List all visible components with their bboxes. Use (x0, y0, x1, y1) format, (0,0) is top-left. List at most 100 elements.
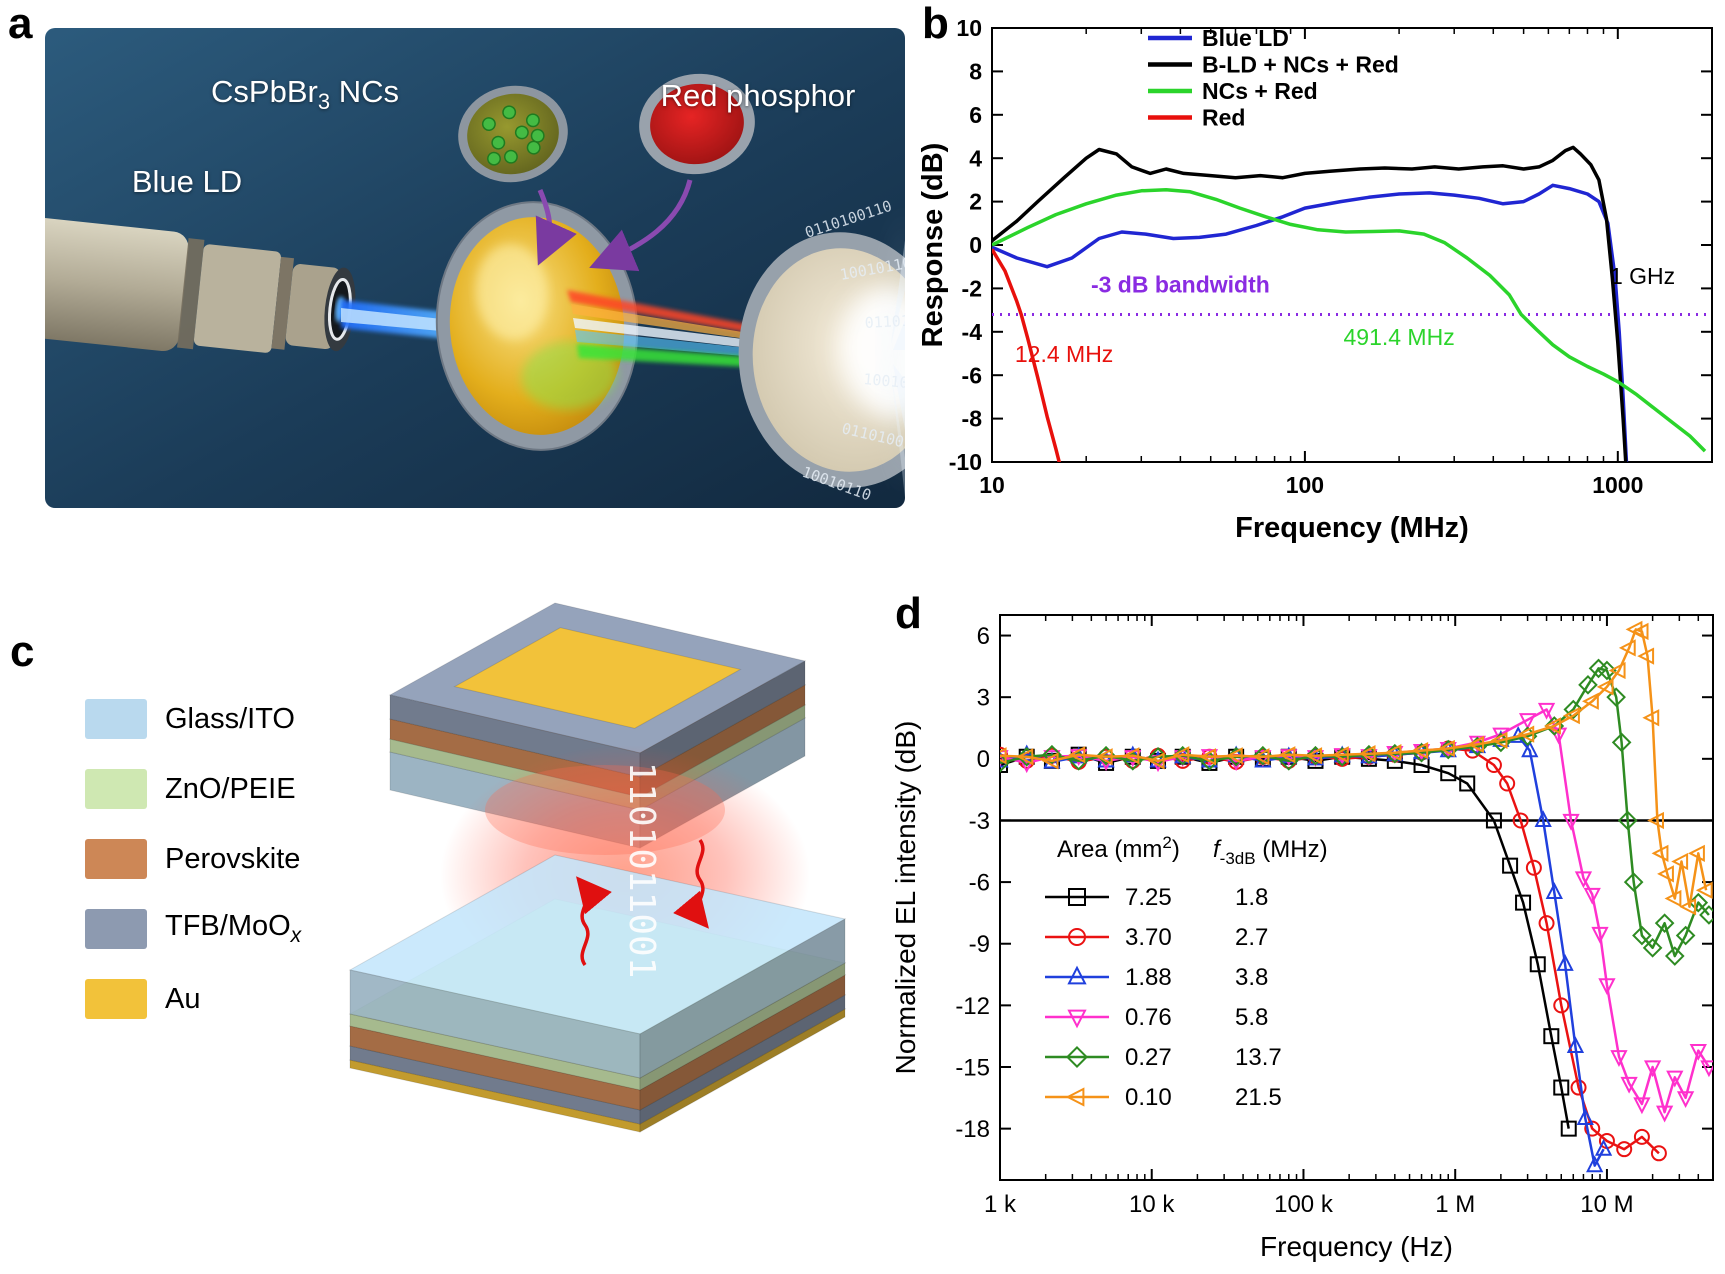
tfb-moox-label-subscript: x (290, 924, 302, 947)
legend-row-perovskite: Perovskite (85, 824, 301, 894)
svg-text:8: 8 (969, 58, 982, 84)
legend-row-glass-ito: Glass/ITO (85, 684, 301, 754)
ncs-label-subscript: 3 (317, 89, 331, 114)
svg-text:-3 dB bandwidth: -3 dB bandwidth (1091, 272, 1270, 298)
device-stacks (348, 602, 847, 1133)
svg-text:0.76: 0.76 (1125, 1004, 1172, 1031)
au-swatch (85, 979, 147, 1019)
svg-text:4: 4 (969, 145, 982, 171)
blue-laser-diode (45, 211, 356, 353)
svg-text:10: 10 (979, 472, 1005, 498)
ncs-disc (458, 85, 568, 183)
svg-text:1 GHz: 1 GHz (1610, 263, 1675, 289)
svg-text:-10: -10 (949, 449, 982, 475)
zno-peie-swatch (85, 769, 147, 809)
svg-text:-4: -4 (962, 319, 983, 345)
el-intensity-chart: 1 k 10 k 100 k 1 M 10 M -18 -15 -12 -9 -6 -3 0 3 6 Fre… (890, 614, 1714, 1262)
svg-text:-9: -9 (969, 931, 990, 958)
svg-text:-3: -3 (969, 808, 990, 835)
svg-text:-6: -6 (962, 362, 982, 388)
nanocrystal-dots (481, 105, 545, 166)
svg-text:6: 6 (969, 102, 982, 128)
legend-row-au: Au (85, 964, 301, 1034)
zno-peie-label: ZnO/PEIE (165, 772, 296, 805)
converter-disc (435, 201, 639, 451)
red-phosphor-label: Red phosphor (660, 78, 856, 113)
svg-text:-15: -15 (955, 1054, 990, 1081)
perovskite-swatch (85, 839, 147, 879)
svg-text:0.27: 0.27 (1125, 1044, 1172, 1071)
glass-ito-swatch (85, 699, 147, 739)
svg-text:100: 100 (1286, 472, 1324, 498)
svg-text:10 k: 10 k (1129, 1191, 1175, 1218)
svg-text:5.8: 5.8 (1235, 1004, 1268, 1031)
panel-a-illustration: 0110100110 10010110 0110100110 10010110 … (45, 28, 905, 508)
panel-d-chart-container: 1 k 10 k 100 k 1 M 10 M -18 -15 -12 -9 -6 -3 0 3 6 Fre… (890, 595, 1725, 1274)
device-layer-legend: Glass/ITO ZnO/PEIE Perovskite TFB/MoOx A… (85, 684, 301, 1034)
panel-b-letter: b (922, 0, 949, 48)
svg-text:1 k: 1 k (984, 1191, 1017, 1218)
svg-text:2: 2 (969, 189, 982, 215)
panel-a-letter: a (8, 0, 33, 48)
panel-a-art: 0110100110 10010110 0110100110 10010110 … (45, 28, 905, 508)
svg-text:-2: -2 (962, 275, 982, 301)
ncs-label-suffix: NCs (330, 74, 399, 109)
tfb-moox-swatch (85, 909, 147, 949)
blue-ld-label: Blue LD (131, 164, 243, 199)
svg-text:6: 6 (977, 623, 990, 650)
svg-text:B-LD + NCs + Red: B-LD + NCs + Red (1202, 52, 1399, 78)
svg-text:2.7: 2.7 (1235, 924, 1268, 951)
svg-text:1.8: 1.8 (1235, 884, 1268, 911)
device-stack-art: 1101011001 (348, 602, 847, 1133)
svg-text:13.7: 13.7 (1235, 1044, 1282, 1071)
panel-b-chart-container: 10 100 1000 -10 -8 -6 -4 -2 0 2 4 6 8 10 -3 dB bandwid… (917, 0, 1725, 565)
photon-arrows (576, 838, 709, 967)
svg-text:0: 0 (969, 232, 982, 258)
svg-text:10 M: 10 M (1580, 1191, 1633, 1218)
svg-text:-8: -8 (962, 406, 983, 432)
panel-c-device-schematic: 1101011001 (295, 575, 865, 1220)
svg-text:Red: Red (1202, 105, 1245, 131)
photon-arrow-up (576, 876, 612, 967)
red-phosphor-disc (639, 73, 755, 175)
svg-text:1 M: 1 M (1435, 1191, 1475, 1218)
ncs-label: CsPbBr3 NCs (165, 74, 445, 115)
light-rays (885, 208, 905, 498)
svg-text:Area (mm2): Area (mm2) (1057, 833, 1180, 863)
panel-d-letter: d (895, 589, 922, 638)
svg-text:-18: -18 (955, 1116, 990, 1143)
output-beams (567, 290, 767, 368)
svg-text:-12: -12 (955, 993, 990, 1020)
svg-text:Frequency (Hz): Frequency (Hz) (1260, 1231, 1453, 1262)
svg-text:0: 0 (977, 746, 990, 773)
glass-ito-label: Glass/ITO (165, 702, 295, 735)
svg-text:491.4 MHz: 491.4 MHz (1343, 324, 1454, 350)
legend-row-zno-peie: ZnO/PEIE (85, 754, 301, 824)
binary-stream-text: 0110100110 (864, 309, 905, 332)
svg-text:Blue LD: Blue LD (1202, 25, 1289, 51)
au-label: Au (165, 982, 201, 1015)
svg-text:12.4 MHz: 12.4 MHz (1015, 341, 1113, 367)
perovskite-label: Perovskite (165, 842, 301, 875)
svg-text:100 k: 100 k (1274, 1191, 1334, 1218)
panel-c-letter: c (10, 627, 35, 676)
svg-text:-6: -6 (969, 869, 990, 896)
response-chart: 10 100 1000 -10 -8 -6 -4 -2 0 2 4 6 8 10 -3 dB bandwid… (917, 15, 1713, 544)
svg-text:0.10: 0.10 (1125, 1084, 1172, 1111)
svg-text:Normalized EL intensity (dB): Normalized EL intensity (dB) (895, 721, 921, 1075)
binary-signal-text: 1101011001 (621, 762, 662, 979)
tfb-moox-label: TFB/MoOx (165, 910, 301, 948)
placement-arrows (535, 179, 693, 272)
svg-text:f-3dB (MHz): f-3dB (MHz) (1213, 836, 1328, 868)
svg-text:1000: 1000 (1592, 472, 1643, 498)
svg-text:3.70: 3.70 (1125, 924, 1172, 951)
tfb-moox-label-prefix: TFB/MoO (165, 910, 291, 942)
photon-arrow-down (673, 838, 709, 929)
svg-text:7.25: 7.25 (1125, 884, 1172, 911)
svg-text:Response (dB): Response (dB) (920, 143, 949, 348)
svg-text:3: 3 (977, 685, 990, 712)
legend-row-tfb-moox: TFB/MoOx (85, 894, 301, 964)
svg-text:21.5: 21.5 (1235, 1084, 1282, 1111)
svg-text:NCs + Red: NCs + Red (1202, 78, 1318, 104)
svg-text:10: 10 (956, 15, 982, 41)
